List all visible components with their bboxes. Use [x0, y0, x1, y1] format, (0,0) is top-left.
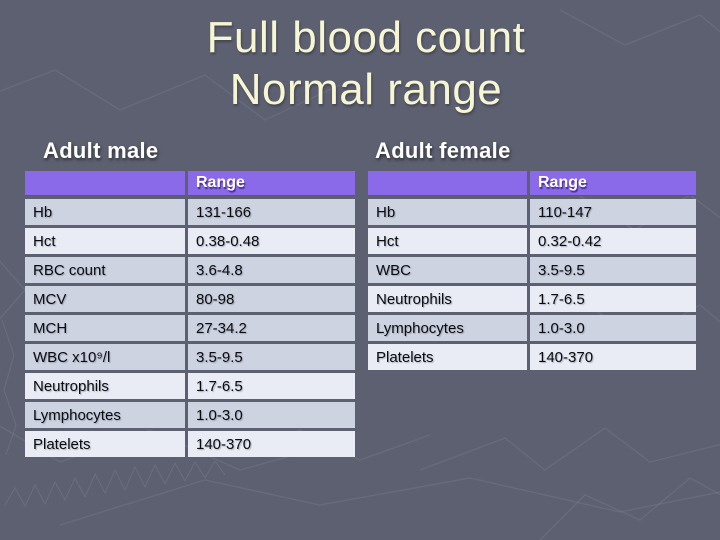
row-range: 27-34.2 — [188, 315, 355, 341]
heading-adult-male: Adult male — [43, 138, 159, 163]
row-label: Hb — [368, 199, 527, 225]
row-range: 0.38-0.48 — [188, 228, 355, 254]
table-row: Neutrophils 1.7-6.5 — [25, 373, 355, 399]
row-range: 3.6-4.8 — [188, 257, 355, 283]
table-row: Platelets 140-370 — [25, 431, 355, 457]
row-range: 3.5-9.5 — [530, 257, 696, 283]
slide-title-line-1: Full blood count — [206, 13, 526, 62]
row-label: Hb — [25, 199, 185, 225]
slide-title: Full blood count Normal range — [0, 12, 720, 116]
row-label: MCH — [25, 315, 185, 341]
row-range: 1.7-6.5 — [188, 373, 355, 399]
row-label: RBC count — [25, 257, 185, 283]
row-range: 1.7-6.5 — [530, 286, 696, 312]
heading-adult-female: Adult female — [375, 138, 511, 163]
row-range: 140-370 — [530, 344, 696, 370]
row-label: Platelets — [368, 344, 527, 370]
row-label: Neutrophils — [368, 286, 527, 312]
row-label: Lymphocytes — [368, 315, 527, 341]
table-header-row: Range — [368, 171, 696, 196]
adult-male-table: Range Hb 131-166 Hct 0.38-0.48 RBC count… — [25, 171, 355, 457]
slide-title-line-2: Normal range — [229, 65, 503, 114]
row-label: Lymphocytes — [25, 402, 185, 428]
table-header-row: Range — [25, 171, 355, 196]
table-row: WBC x10⁹/l 3.5-9.5 — [25, 344, 355, 370]
adult-female-table: Range Hb 110-147 Hct 0.32-0.42 WBC 3.5-9… — [368, 171, 696, 370]
row-label: Platelets — [25, 431, 185, 457]
header-empty-cell — [368, 171, 527, 196]
row-range: 1.0-3.0 — [188, 402, 355, 428]
row-label: MCV — [25, 286, 185, 312]
table-row: Hct 0.38-0.48 — [25, 228, 355, 254]
header-empty-cell — [25, 171, 185, 196]
row-range: 1.0-3.0 — [530, 315, 696, 341]
row-label: Neutrophils — [25, 373, 185, 399]
row-range: 3.5-9.5 — [188, 344, 355, 370]
row-label: Hct — [368, 228, 527, 254]
row-range: 0.32-0.42 — [530, 228, 696, 254]
table-row: MCH 27-34.2 — [25, 315, 355, 341]
header-range-cell: Range — [530, 171, 696, 196]
table-row: Platelets 140-370 — [368, 344, 696, 370]
row-label: Hct — [25, 228, 185, 254]
table-row: Hct 0.32-0.42 — [368, 228, 696, 254]
table-row: Lymphocytes 1.0-3.0 — [368, 315, 696, 341]
table-row: WBC 3.5-9.5 — [368, 257, 696, 283]
table-row: Lymphocytes 1.0-3.0 — [25, 402, 355, 428]
table-row: MCV 80-98 — [25, 286, 355, 312]
table-row: Hb 110-147 — [368, 199, 696, 225]
table-row: Neutrophils 1.7-6.5 — [368, 286, 696, 312]
row-range: 131-166 — [188, 199, 355, 225]
header-range-cell: Range — [188, 171, 355, 196]
row-range: 80-98 — [188, 286, 355, 312]
row-range: 140-370 — [188, 431, 355, 457]
row-label: WBC — [368, 257, 527, 283]
row-label: WBC x10⁹/l — [25, 344, 185, 370]
table-row: RBC count 3.6-4.8 — [25, 257, 355, 283]
row-range: 110-147 — [530, 199, 696, 225]
table-row: Hb 131-166 — [25, 199, 355, 225]
